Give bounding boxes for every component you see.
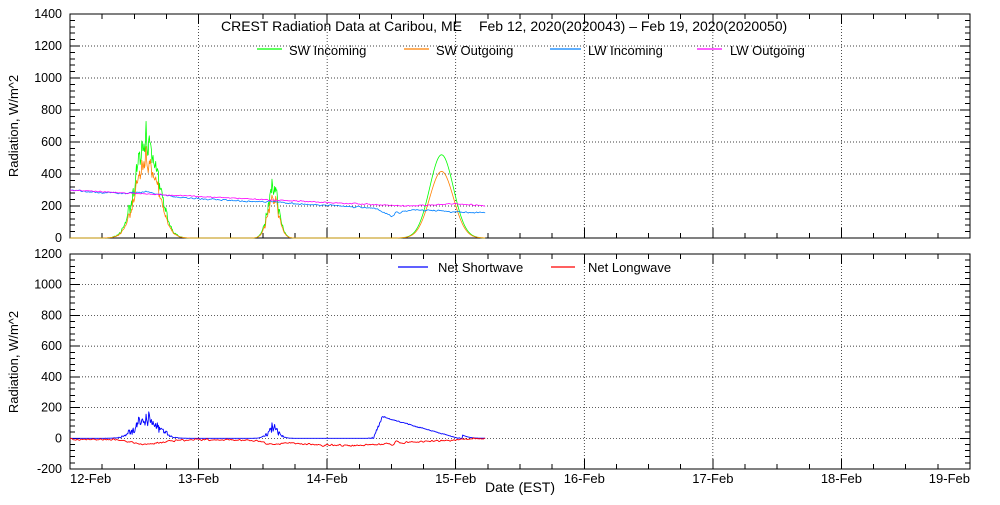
svg-text:0: 0 [55,431,62,445]
svg-text:Radiation, W/m^2: Radiation, W/m^2 [6,311,21,413]
svg-text:800: 800 [41,103,62,117]
svg-text:1200: 1200 [34,247,62,261]
svg-text:SW Outgoing: SW Outgoing [436,43,513,58]
svg-text:0: 0 [55,231,62,245]
svg-text:Radiation, W/m^2: Radiation, W/m^2 [6,75,21,177]
svg-text:600: 600 [41,135,62,149]
svg-text:Net Shortwave: Net Shortwave [438,260,523,275]
svg-text:15-Feb: 15-Feb [435,471,476,486]
svg-text:Date (EST): Date (EST) [485,479,555,495]
svg-text:1400: 1400 [34,7,62,21]
svg-text:12-Feb: 12-Feb [70,471,111,486]
svg-text:14-Feb: 14-Feb [307,471,348,486]
svg-text:SW Incoming: SW Incoming [289,43,366,58]
svg-text:19-Feb: 19-Feb [929,471,970,486]
svg-text:17-Feb: 17-Feb [692,471,733,486]
svg-text:CREST Radiation Data at Caribo: CREST Radiation Data at Caribou, ME Feb 1… [221,18,787,34]
svg-text:800: 800 [41,308,62,322]
svg-text:16-Feb: 16-Feb [564,471,605,486]
svg-text:1200: 1200 [34,39,62,53]
svg-text:1000: 1000 [34,71,62,85]
svg-text:-200: -200 [37,462,62,476]
svg-text:200: 200 [41,401,62,415]
svg-text:LW Incoming: LW Incoming [588,43,663,58]
svg-text:400: 400 [41,370,62,384]
svg-text:LW Outgoing: LW Outgoing [730,43,805,58]
svg-text:1000: 1000 [34,278,62,292]
svg-text:600: 600 [41,339,62,353]
svg-text:Net Longwave: Net Longwave [588,260,671,275]
svg-text:200: 200 [41,199,62,213]
svg-text:18-Feb: 18-Feb [821,471,862,486]
svg-text:400: 400 [41,167,62,181]
svg-text:13-Feb: 13-Feb [178,471,219,486]
